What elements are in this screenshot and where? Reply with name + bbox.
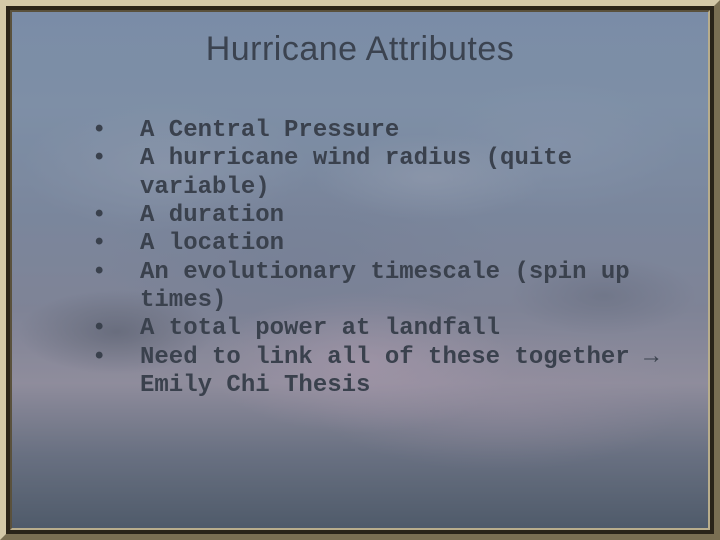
list-item: An evolutionary timescale (spin up times…	[116, 259, 680, 316]
list-item: A hurricane wind radius (quite variable)	[116, 145, 680, 202]
slide-content: Hurricane Attributes A Central Pressure …	[12, 12, 708, 528]
list-item: A total power at landfall	[116, 315, 680, 343]
slide-title: Hurricane Attributes	[40, 30, 680, 69]
list-item: A duration	[116, 202, 680, 230]
list-item: A location	[116, 230, 680, 258]
list-item: A Central Pressure	[116, 117, 680, 145]
slide-frame-inner: Hurricane Attributes A Central Pressure …	[10, 10, 710, 530]
list-item: Need to link all of these together → Emi…	[116, 344, 680, 401]
slide-frame: Hurricane Attributes A Central Pressure …	[0, 0, 720, 540]
bullet-list: A Central Pressure A hurricane wind radi…	[40, 117, 680, 400]
